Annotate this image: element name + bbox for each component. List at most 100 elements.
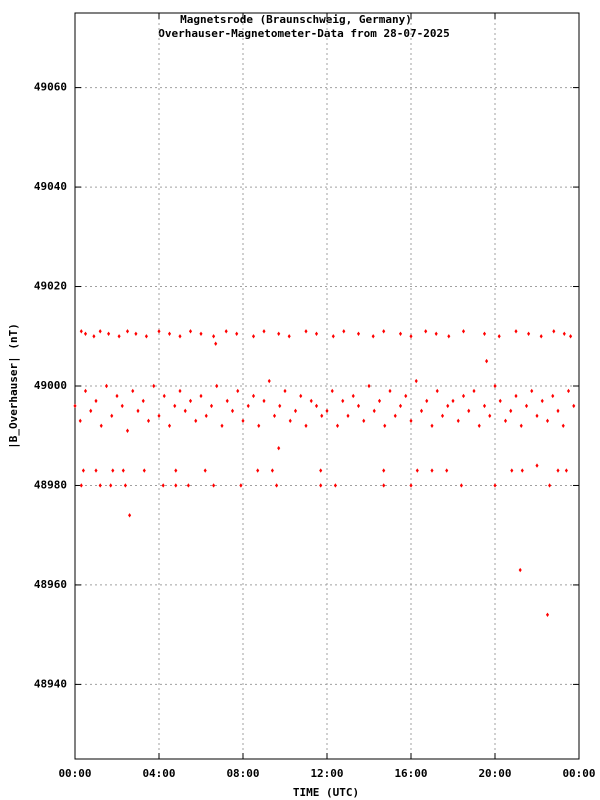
data-point <box>518 567 522 573</box>
data-point <box>123 483 127 488</box>
data-point <box>346 413 350 419</box>
data-point <box>98 483 102 488</box>
data-point <box>569 334 573 339</box>
data-point <box>488 413 492 419</box>
data-point <box>136 408 140 414</box>
data-point <box>382 483 386 488</box>
data-point <box>83 331 88 336</box>
data-point <box>467 408 471 414</box>
data-point <box>530 388 534 394</box>
data-point <box>451 398 455 404</box>
data-point <box>142 468 146 473</box>
data-point <box>304 423 308 428</box>
data-point <box>161 483 165 488</box>
data-point <box>121 468 125 473</box>
data-point <box>409 334 413 339</box>
data-point <box>524 403 529 409</box>
data-point <box>545 612 550 617</box>
data-point <box>398 403 403 409</box>
data-point <box>564 468 568 473</box>
data-point <box>270 468 274 473</box>
data-point <box>561 423 565 428</box>
data-point <box>157 413 161 419</box>
data-point <box>257 423 261 428</box>
data-point <box>485 358 489 364</box>
data-point <box>241 418 245 424</box>
data-point <box>167 423 172 428</box>
data-point <box>230 408 235 414</box>
data-point <box>535 463 539 468</box>
data-point <box>520 468 524 473</box>
data-point <box>146 418 151 424</box>
plot-frame <box>74 12 580 760</box>
data-point <box>128 513 132 518</box>
data-point <box>111 468 115 473</box>
data-point <box>272 413 277 419</box>
data-point <box>288 418 292 424</box>
data-point <box>152 383 156 389</box>
data-point <box>440 413 445 419</box>
data-point <box>472 388 476 394</box>
data-point <box>461 329 466 334</box>
data-point <box>556 408 560 414</box>
data-point <box>134 331 138 336</box>
data-point <box>224 329 228 334</box>
x-tick-label: 20:00 <box>478 767 511 780</box>
y-tick-label: 48980 <box>34 478 67 491</box>
data-point <box>503 418 508 424</box>
data-point <box>125 428 130 433</box>
data-point <box>167 331 172 336</box>
data-point <box>199 331 203 336</box>
data-point <box>461 393 466 399</box>
data-point <box>314 331 319 336</box>
data-point <box>115 393 119 399</box>
chart-subtitle: Overhauser-Magnetometer-Data from 28-07-… <box>158 27 449 40</box>
data-point <box>278 403 282 409</box>
data-point <box>493 383 497 389</box>
data-point <box>566 388 571 394</box>
data-point <box>162 393 166 399</box>
data-point <box>356 403 361 409</box>
data-point <box>527 331 531 336</box>
data-point <box>371 334 375 339</box>
data-point <box>188 329 193 334</box>
data-point <box>98 329 102 334</box>
data-point <box>415 468 419 473</box>
data-point <box>331 334 335 339</box>
y-axis-label: |B_Overhauser| (nT) <box>7 323 20 449</box>
data-point <box>325 408 329 414</box>
data-point <box>131 388 135 394</box>
data-point <box>117 334 121 339</box>
data-point <box>267 378 271 384</box>
data-point <box>186 483 190 488</box>
data-point <box>356 331 361 336</box>
data-point <box>157 329 161 334</box>
data-point <box>482 403 487 409</box>
data-point <box>330 388 334 394</box>
data-point <box>414 378 418 384</box>
data-point <box>89 408 93 414</box>
data-point <box>94 398 98 404</box>
data-point <box>447 334 451 339</box>
data-point <box>99 423 103 428</box>
data-point <box>477 423 481 428</box>
x-tick-label: 08:00 <box>226 767 259 780</box>
data-point <box>309 398 313 404</box>
data-point <box>319 468 323 473</box>
data-point <box>509 408 513 414</box>
x-tick-label: 16:00 <box>394 767 427 780</box>
data-point <box>398 331 403 336</box>
data-point <box>109 483 113 488</box>
data-point <box>556 468 560 473</box>
data-point <box>83 388 88 394</box>
data-point <box>519 423 523 428</box>
data-point <box>446 403 450 409</box>
data-point <box>283 388 287 394</box>
data-point <box>314 403 319 409</box>
data-point <box>510 468 514 473</box>
y-tick-label: 49040 <box>34 180 67 193</box>
data-point <box>393 413 397 419</box>
data-point <box>104 383 109 389</box>
